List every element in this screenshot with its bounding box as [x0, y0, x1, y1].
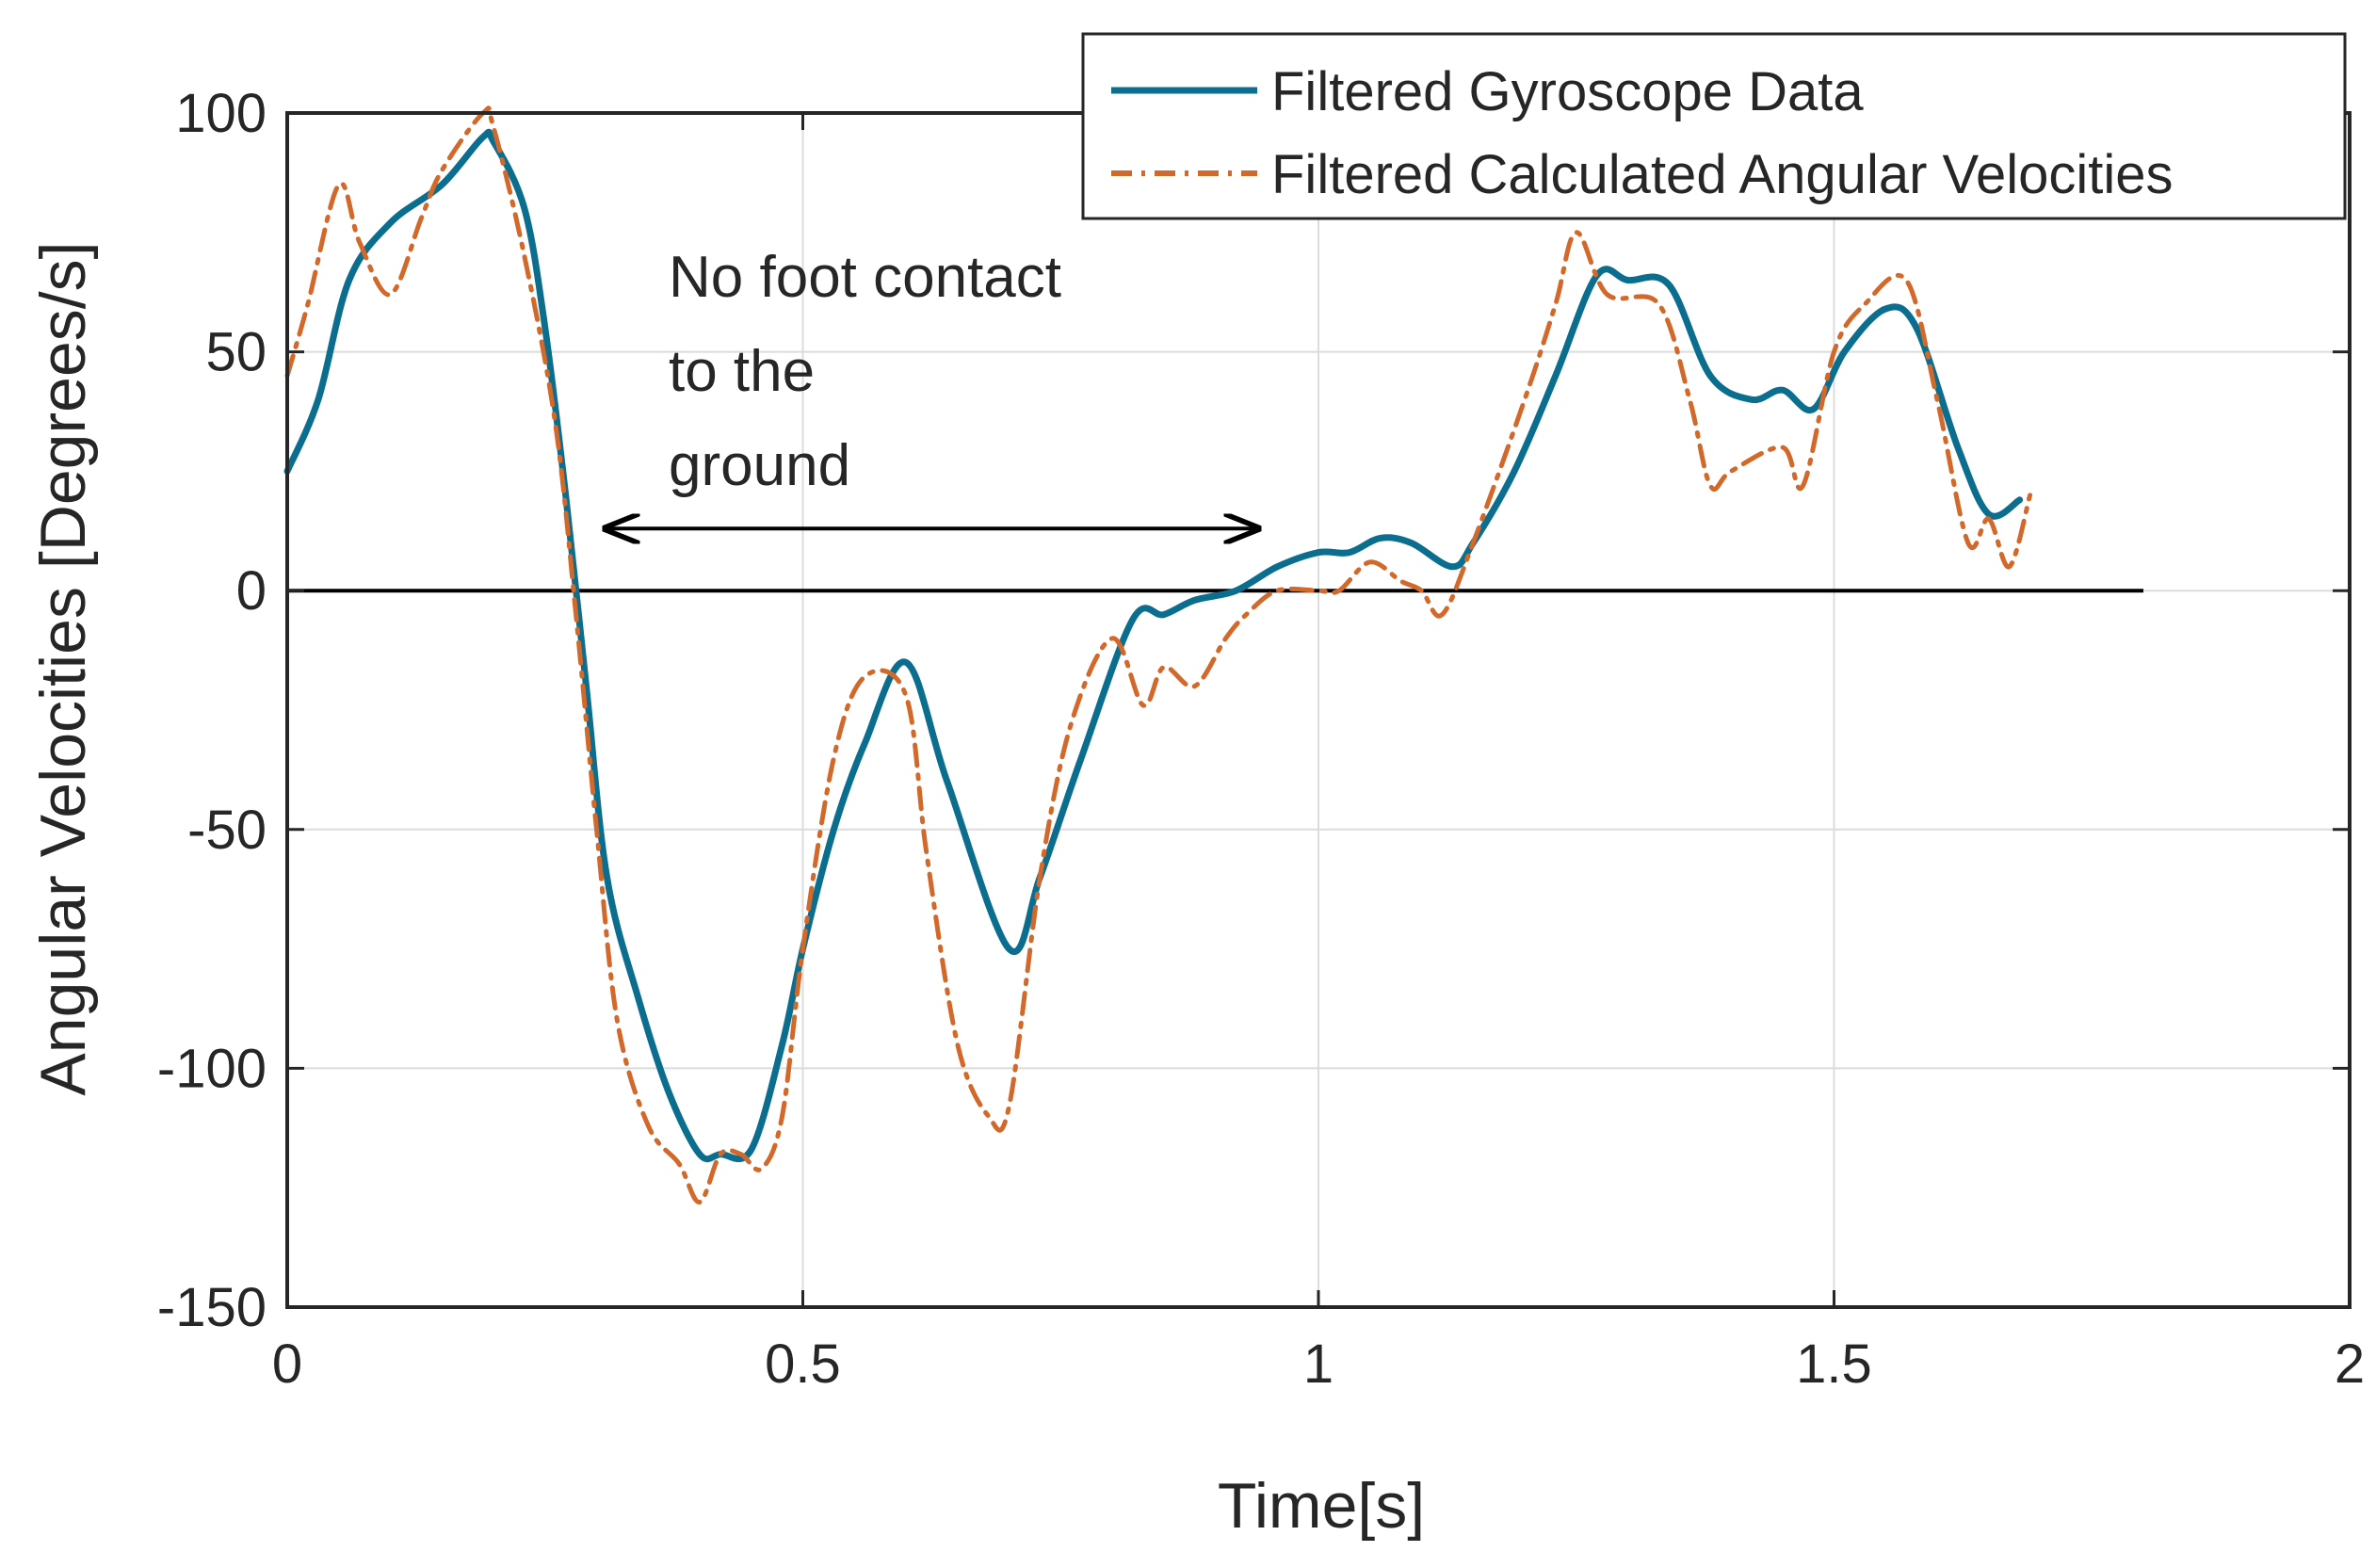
annotation-line-3: ground: [669, 433, 850, 498]
legend-label-gyroscope: Filtered Gyroscope Data: [1271, 61, 1864, 122]
series-line-calculated: [284, 105, 2033, 1204]
annotation-line-1: No foot contact: [669, 245, 1061, 310]
y-tick-label: 50: [205, 322, 267, 383]
legend: Filtered Gyroscope Data Filtered Calcula…: [1081, 32, 2347, 220]
x-axis-title: Time[s]: [1218, 1470, 1425, 1542]
x-tick-label: 0: [272, 1334, 302, 1395]
x-tick-label: 2: [2335, 1334, 2365, 1395]
x-tick-label: 0.5: [765, 1334, 841, 1395]
y-tick-label: 0: [236, 560, 267, 622]
tick-layer: 0 0.5 1 1.5 2 -150 -100 -50 0 50 100: [157, 83, 2365, 1395]
series-layer: [283, 105, 2033, 1204]
annotation-line-2: to the: [669, 339, 815, 404]
y-tick-label: -50: [187, 800, 267, 861]
annotation: No foot contact to the ground: [606, 245, 1258, 528]
grid-layer: [287, 113, 2350, 1307]
legend-box: [1081, 32, 2347, 220]
series-line-gyroscope: [283, 128, 2024, 1163]
y-tick-label: -150: [157, 1277, 267, 1338]
x-tick-label: 1: [1303, 1334, 1333, 1395]
x-tick-label: 1.5: [1796, 1334, 1872, 1395]
y-tick-label: 100: [175, 83, 267, 144]
y-axis-title: Angular Velocities [Degrees/s]: [27, 241, 99, 1095]
y-tick-label: -100: [157, 1038, 267, 1099]
legend-label-calculated: Filtered Calculated Angular Velocities: [1271, 144, 2174, 205]
